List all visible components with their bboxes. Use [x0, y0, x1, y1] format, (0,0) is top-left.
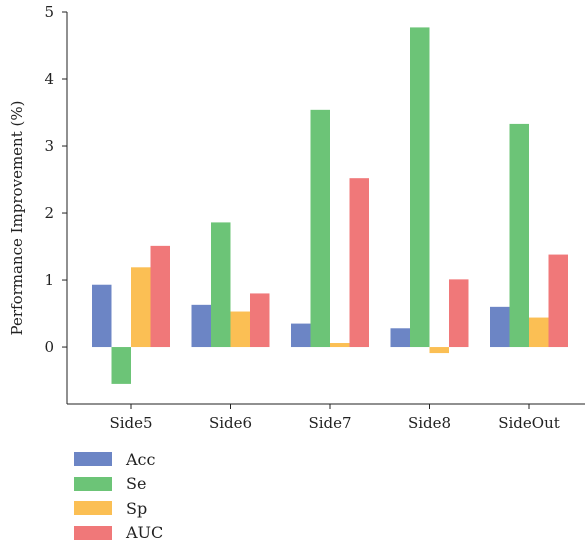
legend-label: Acc — [126, 449, 156, 469]
bar-acc-sideout — [490, 306, 510, 348]
legend-item-acc: Acc — [74, 447, 163, 472]
bar-sp-side7 — [330, 343, 350, 348]
plot-area — [92, 27, 568, 384]
bar-sp-side8 — [429, 347, 449, 354]
y-tick-label: 0 — [44, 338, 54, 356]
bar-auc-side5 — [150, 245, 170, 348]
bar-auc-side7 — [349, 178, 369, 348]
bar-chart: Performance Improvement (%) 0 1 2 3 4 5 Side5 S… — [8, 3, 585, 432]
legend-item-se: Se — [74, 472, 163, 497]
y-tick-label: 1 — [44, 271, 54, 289]
legend: Acc Se Sp AUC — [74, 447, 163, 545]
y-axis-title: Performance Improvement (%) — [8, 101, 26, 336]
legend-item-auc: AUC — [74, 521, 163, 546]
y-tick-label: 3 — [44, 137, 54, 155]
bar-acc-side8 — [390, 328, 410, 348]
bar-acc-side7 — [291, 323, 311, 348]
bar-se-side6 — [211, 222, 231, 348]
legend-swatch — [74, 501, 112, 516]
legend-swatch — [74, 476, 112, 491]
legend-swatch — [74, 452, 112, 467]
bar-sp-side5 — [131, 267, 151, 348]
bar-sp-sideout — [529, 317, 549, 348]
bar-se-sideout — [509, 123, 529, 348]
legend-label: AUC — [126, 523, 164, 543]
bar-se-side8 — [410, 27, 430, 348]
y-tick-label: 4 — [44, 70, 54, 88]
bar-auc-side8 — [449, 279, 469, 348]
legend-label: Sp — [126, 498, 148, 518]
bar-sp-side6 — [230, 311, 250, 348]
legend-label: Se — [126, 474, 147, 494]
x-tick-label: Side8 — [408, 414, 451, 432]
x-tick-label: SideOut — [498, 414, 560, 432]
legend-swatch — [74, 525, 112, 540]
bar-acc-side6 — [191, 304, 211, 348]
bar-se-side5 — [111, 347, 131, 384]
bar-acc-side5 — [92, 284, 112, 348]
y-tick-label: 5 — [44, 3, 54, 21]
bar-auc-sideout — [548, 254, 568, 348]
bar-auc-side6 — [250, 293, 270, 348]
bar-se-side7 — [310, 109, 330, 348]
x-tick-label: Side6 — [209, 414, 252, 432]
legend-item-sp: Sp — [74, 496, 163, 521]
x-tick-label: Side7 — [308, 414, 351, 432]
x-tick-label: Side5 — [109, 414, 152, 432]
y-tick-label: 2 — [44, 204, 54, 222]
